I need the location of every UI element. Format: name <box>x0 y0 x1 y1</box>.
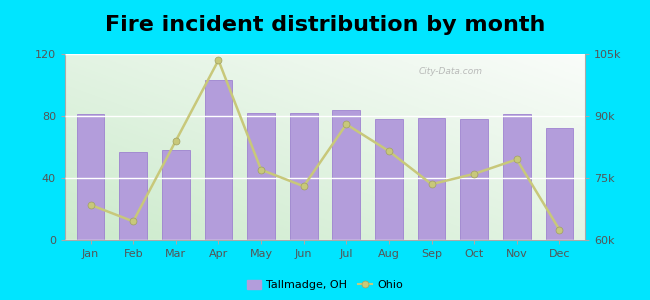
Legend: Tallmadge, OH, Ohio: Tallmadge, OH, Ohio <box>242 275 408 294</box>
Bar <box>77 114 105 240</box>
Text: City-Data.com: City-Data.com <box>419 67 482 76</box>
Bar <box>332 110 360 240</box>
Bar <box>120 152 147 240</box>
Bar <box>418 118 445 240</box>
Bar <box>545 128 573 240</box>
Text: Fire incident distribution by month: Fire incident distribution by month <box>105 15 545 35</box>
Bar <box>205 80 232 240</box>
Bar <box>375 119 403 240</box>
Bar <box>503 114 530 240</box>
Bar <box>290 113 318 240</box>
Bar <box>460 119 488 240</box>
Bar <box>162 150 190 240</box>
Bar <box>247 113 275 240</box>
